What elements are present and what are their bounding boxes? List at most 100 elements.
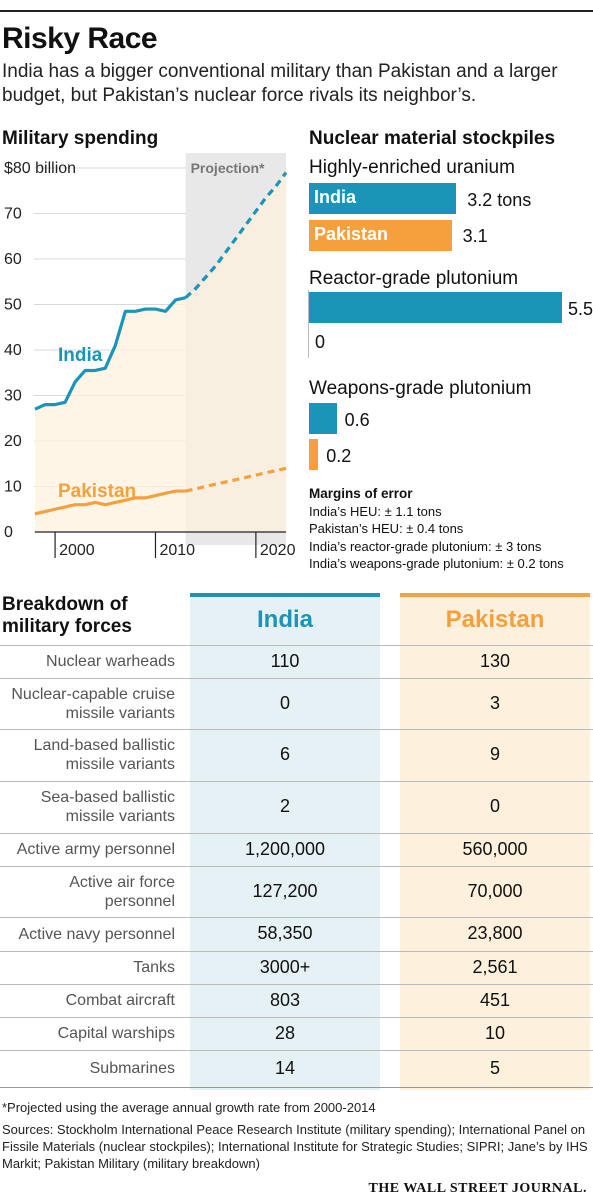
table-bottom-rule — [0, 1087, 593, 1088]
row-label: Nuclear-capable cruise missile variants — [0, 685, 175, 723]
row-label: Capital warships — [0, 1024, 175, 1043]
spending-chart: 0 10 20 30 40 50 60 70 $80 billion Projection* 2… — [4, 153, 295, 559]
india-value: 1,200,000 — [244, 838, 326, 859]
row-divider — [0, 951, 593, 952]
pakistan-value: 70,000 — [467, 880, 523, 901]
y-tick-label: 60 — [4, 251, 22, 268]
row-label-line: missile variants — [65, 756, 175, 773]
page-subtitle: India has a bigger conventional military… — [2, 61, 558, 106]
pakistan-column-header: Pakistan — [445, 606, 545, 633]
wsj-logo: THE WALL STREET JOURNAL. — [368, 1181, 587, 1196]
heu-india-name: India — [314, 187, 357, 207]
page-title: Risky Race — [2, 22, 158, 55]
pakistan-value: 5 — [489, 1057, 500, 1078]
pakistan-value: 2,561 — [472, 956, 518, 977]
margin-line: India’s reactor-grade plutonium: ± 3 ton… — [309, 538, 542, 554]
pakistan-value: 23,800 — [467, 923, 523, 943]
pakistan-value: 10 — [484, 1022, 506, 1043]
heu-label: Highly-enriched uranium — [309, 157, 515, 178]
weapons-label: Weapons-grade plutonium — [309, 378, 532, 399]
row-label: Active navy personnel — [0, 925, 175, 944]
india-column-bg — [190, 593, 380, 1090]
x-tick-label: 2000 — [59, 542, 95, 559]
stockpiles-heading: Nuclear material stockpiles — [309, 128, 556, 149]
india-value: 58,350 — [257, 923, 313, 943]
pakistan-value: 130 — [479, 650, 511, 671]
forces-heading: Breakdown of military forces — [2, 594, 132, 638]
row-label-line: Capital warships — [57, 1025, 175, 1042]
pakistan-value: 0 — [489, 796, 500, 816]
reactor-axis — [308, 290, 309, 358]
row-label-line: personnel — [104, 892, 175, 910]
row-divider — [0, 729, 593, 730]
sources: Sources: Stockholm International Peace R… — [2, 1122, 588, 1171]
india-value: 2 — [279, 796, 290, 816]
weapons-pakistan-value: 0.2 — [326, 446, 352, 466]
pakistan-line — [34, 489, 186, 516]
pakistan-column-rule — [400, 593, 590, 597]
heu-pakistan-name: Pakistan — [314, 224, 389, 244]
heu-india-bar: India — [309, 183, 457, 214]
reactor-pakistan-value: 0 — [315, 332, 326, 352]
y-tick-label: 0 — [4, 524, 13, 541]
india-value: 0 — [279, 692, 290, 713]
projection-label: Projection* — [191, 160, 265, 176]
margin-line: India’s weapons-grade plutonium: ± 0.2 t… — [309, 556, 564, 571]
row-label-line: Active army personnel — [16, 841, 175, 858]
india-line — [34, 296, 186, 411]
india-value: 14 — [274, 1057, 296, 1078]
forces-heading-line1: Breakdown of — [2, 594, 128, 615]
row-label: Tanks — [0, 958, 175, 977]
pakistan-value: 451 — [479, 989, 511, 1010]
row-divider — [0, 984, 593, 985]
row-label-line: Active air force — [69, 873, 175, 891]
india-series-label: India — [58, 345, 103, 366]
row-divider — [0, 866, 593, 867]
row-label-line: Nuclear warheads — [46, 653, 175, 670]
pakistan-value: 3 — [489, 692, 500, 713]
row-label-line: Submarines — [89, 1060, 175, 1077]
row-divider — [0, 781, 593, 782]
row-label-line: missile variants — [65, 808, 175, 825]
weapons-india-value: 0.6 — [344, 410, 370, 430]
y-tick-label: $80 billion — [4, 160, 76, 177]
y-tick-label: 10 — [4, 479, 22, 496]
row-divider — [0, 833, 593, 834]
row-label: Active air force personnel — [0, 873, 175, 911]
row-label-line: Combat aircraft — [65, 992, 175, 1009]
forces-heading-line2: military forces — [2, 616, 132, 637]
india-value: 3000+ — [259, 956, 311, 977]
heu-pakistan-bar: Pakistan — [309, 220, 452, 251]
pakistan-series-label: Pakistan — [58, 481, 136, 502]
footnote: *Projected using the average annual grow… — [2, 1100, 376, 1115]
row-divider — [0, 917, 593, 918]
reactor-label: Reactor-grade plutonium — [309, 268, 519, 289]
y-tick-label: 30 — [4, 388, 22, 405]
india-projection-line — [184, 171, 288, 299]
row-divider — [0, 1050, 593, 1051]
row-label-line: Tanks — [133, 959, 175, 976]
y-tick-label: 70 — [4, 206, 22, 223]
india-value: 110 — [270, 650, 300, 671]
row-label-line: Land-based ballistic — [33, 737, 175, 754]
margins-of-error: Margins of error India’s HEU: ± 1.1 tons… — [309, 485, 564, 573]
y-tick-label: 40 — [4, 342, 22, 359]
row-divider — [0, 1017, 593, 1018]
reactor-india-bar — [309, 292, 562, 323]
weapons-pakistan-bar — [309, 439, 319, 470]
row-label: Combat aircraft — [0, 991, 175, 1010]
row-label: Nuclear warheads — [0, 652, 175, 671]
row-label-line: Sea-based ballistic — [40, 789, 175, 806]
india-column-rule — [190, 593, 380, 597]
pakistan-value: 9 — [489, 744, 500, 764]
india-value: 6 — [279, 744, 290, 764]
y-tick-label: 50 — [4, 297, 22, 314]
margin-line: Pakistan’s HEU: ± 0.4 tons — [309, 521, 464, 536]
margin-line: India’s HEU: ± 1.1 tons — [309, 503, 442, 519]
margins-title: Margins of error — [309, 486, 413, 501]
heu-india-value: 3.2 tons — [467, 190, 532, 210]
x-tick-label: 2020 — [260, 542, 295, 559]
row-divider — [0, 678, 593, 679]
pakistan-column-bg — [400, 593, 590, 1090]
x-tick-label: 2010 — [159, 542, 195, 559]
